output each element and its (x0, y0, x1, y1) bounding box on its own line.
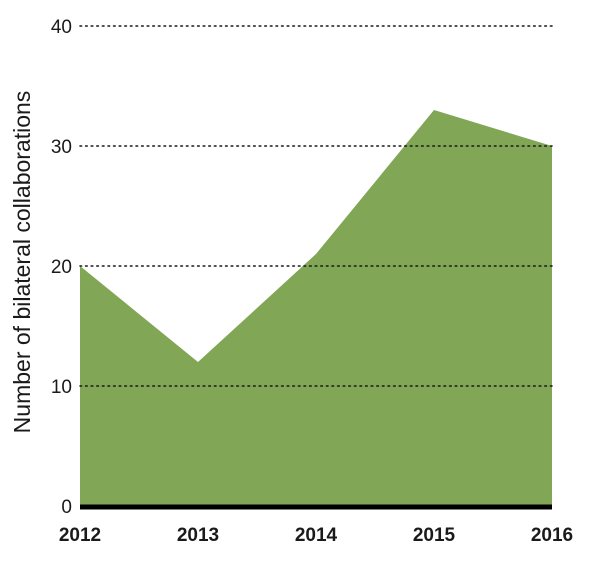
x-tick-labels: 2012 2013 2014 2015 2016 (59, 525, 573, 546)
x-tick-label: 2013 (177, 525, 219, 546)
y-tick-label: 10 (51, 377, 72, 398)
x-tick-label: 2012 (59, 525, 101, 546)
y-tick-label: 40 (51, 17, 72, 38)
y-tick-labels: 0 10 20 30 40 (51, 17, 72, 518)
area-series-0 (80, 110, 552, 506)
area-layer (80, 110, 552, 506)
y-tick-label: 0 (61, 497, 72, 518)
x-tick-label: 2014 (295, 525, 338, 546)
y-axis-label: Number of bilateral collaborations (9, 91, 35, 434)
x-tick-label: 2015 (413, 525, 456, 546)
gridlines (79, 25, 553, 387)
y-tick-label: 20 (51, 257, 72, 278)
x-tick-label: 2016 (531, 525, 573, 546)
y-tick-label: 30 (51, 137, 72, 158)
